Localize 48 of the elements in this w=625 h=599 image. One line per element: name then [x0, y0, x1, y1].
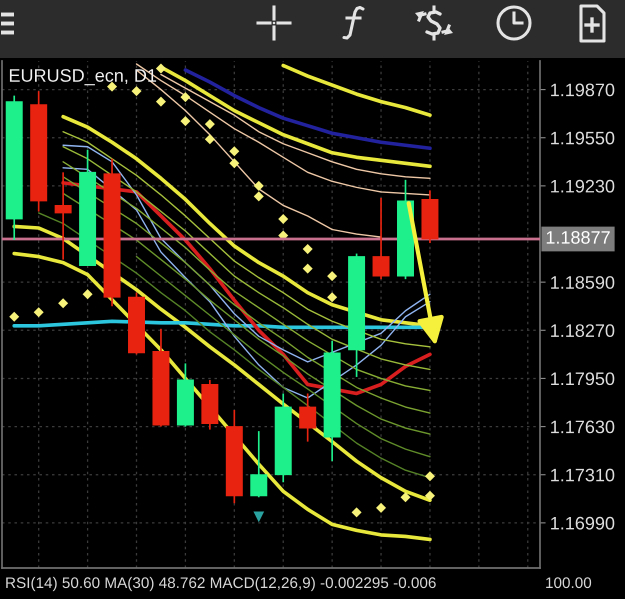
- point: [58, 298, 68, 308]
- point: [254, 191, 264, 202]
- y-tick-label: 1.17630: [551, 420, 614, 434]
- text: RSI(14) 50.60 MA(30) 48.762 MACD(12,26,9) -0.002295 -0.006: [6, 576, 436, 592]
- point: [327, 292, 338, 302]
- y-tick-label: 1.17310: [551, 468, 614, 482]
- point: [180, 92, 190, 102]
- line-series: [281, 64, 432, 117]
- candlestick: [299, 392, 316, 442]
- point: [229, 146, 240, 156]
- point: [424, 471, 435, 482]
- candlestick: [54, 171, 72, 260]
- y-tick-label: 1.19550: [551, 132, 614, 144]
- point: [327, 271, 338, 282]
- point: [229, 158, 240, 168]
- point: [254, 180, 264, 191]
- line-series: [136, 69, 382, 238]
- line-series: [184, 68, 432, 150]
- point: [352, 507, 362, 518]
- candlestick: [372, 197, 390, 280]
- y-tick-label: 1.18270: [551, 324, 614, 338]
- point: [156, 64, 166, 74]
- point: [9, 312, 20, 322]
- candlestick: [250, 430, 268, 498]
- y-tick-label: 1.19870: [551, 84, 614, 96]
- point: [424, 490, 435, 501]
- y-tick-label: 1.16990: [551, 516, 614, 530]
- point: [376, 502, 386, 513]
- ref-line-label: 1.18877: [546, 231, 610, 244]
- line-series: [160, 74, 431, 180]
- line-series: [136, 63, 431, 196]
- point: [180, 116, 190, 126]
- text: 100.00: [546, 577, 592, 588]
- y-tick-label: 1.18590: [551, 276, 614, 289]
- point: [400, 492, 411, 502]
- point: [278, 214, 288, 224]
- point: [302, 264, 313, 274]
- y-tick-label: 1.19230: [551, 180, 614, 193]
- line-series: [136, 256, 431, 458]
- point: [82, 289, 93, 300]
- y-tick-label: 1.17950: [551, 372, 614, 386]
- point: [34, 307, 44, 318]
- point: [204, 119, 215, 130]
- point: [302, 244, 313, 254]
- point: [156, 96, 166, 107]
- point: [131, 86, 142, 96]
- point: [204, 134, 215, 144]
- point: [253, 511, 264, 522]
